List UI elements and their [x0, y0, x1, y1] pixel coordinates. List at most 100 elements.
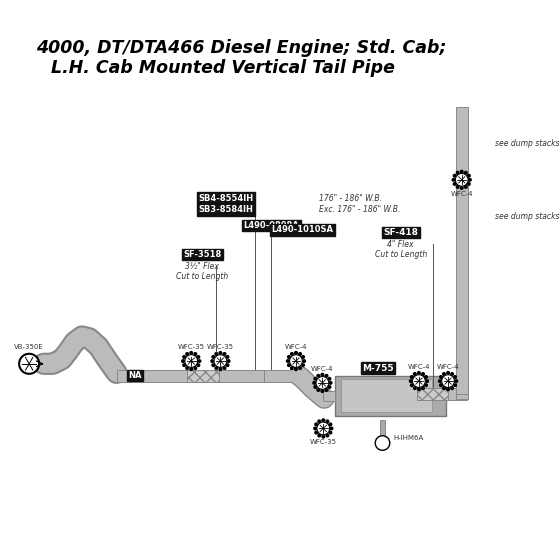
Circle shape: [453, 375, 457, 379]
Circle shape: [301, 355, 305, 359]
Circle shape: [290, 366, 294, 370]
Circle shape: [321, 418, 325, 422]
Circle shape: [446, 388, 450, 391]
Circle shape: [424, 375, 428, 379]
Circle shape: [454, 379, 458, 383]
Bar: [456, 107, 468, 394]
Circle shape: [210, 359, 214, 363]
Circle shape: [450, 372, 454, 376]
Circle shape: [464, 171, 468, 175]
Text: Cut to Length: Cut to Length: [375, 250, 427, 259]
Circle shape: [413, 372, 417, 376]
Circle shape: [456, 171, 460, 175]
Circle shape: [286, 359, 290, 363]
Circle shape: [320, 373, 324, 377]
Circle shape: [227, 359, 231, 363]
Circle shape: [468, 178, 472, 182]
Circle shape: [294, 367, 298, 371]
Circle shape: [313, 426, 317, 431]
Circle shape: [298, 352, 302, 356]
Circle shape: [329, 426, 334, 431]
Circle shape: [453, 383, 457, 387]
Circle shape: [185, 352, 189, 356]
Circle shape: [214, 366, 218, 370]
Circle shape: [189, 367, 193, 371]
Circle shape: [439, 383, 443, 387]
Circle shape: [452, 182, 456, 186]
Circle shape: [452, 174, 456, 178]
Text: Exc. 176" - 186" W.B.: Exc. 176" - 186" W.B.: [319, 206, 400, 214]
Text: SB3-8584IH: SB3-8584IH: [198, 206, 253, 214]
Circle shape: [421, 372, 425, 376]
Circle shape: [185, 366, 189, 370]
Circle shape: [193, 366, 197, 370]
Circle shape: [442, 372, 446, 376]
Text: 3½" Flex: 3½" Flex: [185, 262, 219, 271]
Text: see dump stacks: see dump stacks: [494, 212, 559, 221]
Bar: [456, 380, 468, 399]
Text: 176" - 186" W.B.: 176" - 186" W.B.: [319, 194, 382, 203]
Text: L.H. Cab Mounted Vertical Tail Pipe: L.H. Cab Mounted Vertical Tail Pipe: [51, 59, 395, 77]
Text: see dump stacks: see dump stacks: [494, 139, 559, 148]
Circle shape: [467, 182, 471, 186]
Circle shape: [302, 359, 306, 363]
Circle shape: [189, 351, 193, 355]
Circle shape: [450, 386, 454, 390]
Circle shape: [417, 371, 421, 375]
Circle shape: [455, 174, 468, 186]
Circle shape: [197, 355, 200, 359]
Circle shape: [460, 170, 464, 174]
Circle shape: [424, 383, 428, 387]
Bar: [446, 388, 464, 400]
Circle shape: [446, 371, 450, 375]
Circle shape: [313, 385, 318, 389]
Circle shape: [214, 354, 227, 367]
Text: SF-3518: SF-3518: [183, 250, 221, 259]
Circle shape: [287, 355, 291, 359]
Circle shape: [409, 379, 413, 383]
Circle shape: [182, 355, 186, 359]
Bar: [264, 370, 301, 381]
Circle shape: [442, 386, 446, 390]
Circle shape: [198, 359, 202, 363]
Circle shape: [467, 174, 471, 178]
Bar: [417, 388, 448, 400]
Circle shape: [442, 375, 454, 388]
Circle shape: [314, 431, 318, 435]
Circle shape: [451, 178, 455, 182]
Circle shape: [301, 363, 305, 367]
Text: WFC-35: WFC-35: [207, 344, 234, 350]
Circle shape: [185, 354, 198, 367]
Circle shape: [193, 352, 197, 356]
Circle shape: [298, 366, 302, 370]
Circle shape: [211, 363, 215, 367]
Circle shape: [417, 388, 421, 391]
Bar: [218, 370, 264, 381]
Text: SF-418: SF-418: [383, 228, 418, 237]
Circle shape: [321, 435, 325, 438]
Circle shape: [294, 351, 298, 355]
Circle shape: [317, 419, 321, 423]
Circle shape: [460, 186, 464, 190]
Circle shape: [328, 431, 333, 435]
Text: WFC-4: WFC-4: [408, 364, 430, 370]
Circle shape: [325, 433, 329, 437]
Circle shape: [226, 355, 230, 359]
Circle shape: [320, 389, 324, 393]
Bar: [323, 391, 335, 400]
Circle shape: [325, 419, 329, 423]
Circle shape: [375, 436, 390, 450]
Circle shape: [316, 376, 329, 389]
Circle shape: [211, 355, 215, 359]
Circle shape: [317, 433, 321, 437]
Circle shape: [287, 363, 291, 367]
Text: M-755: M-755: [362, 364, 394, 373]
Text: WFC-35: WFC-35: [310, 440, 337, 445]
Circle shape: [226, 363, 230, 367]
Circle shape: [197, 363, 200, 367]
Text: SB4-8554IH: SB4-8554IH: [198, 194, 254, 203]
Circle shape: [313, 377, 318, 381]
Bar: [335, 376, 446, 416]
Text: 4" Flex: 4" Flex: [388, 240, 414, 249]
Text: WFC-35: WFC-35: [178, 344, 205, 350]
